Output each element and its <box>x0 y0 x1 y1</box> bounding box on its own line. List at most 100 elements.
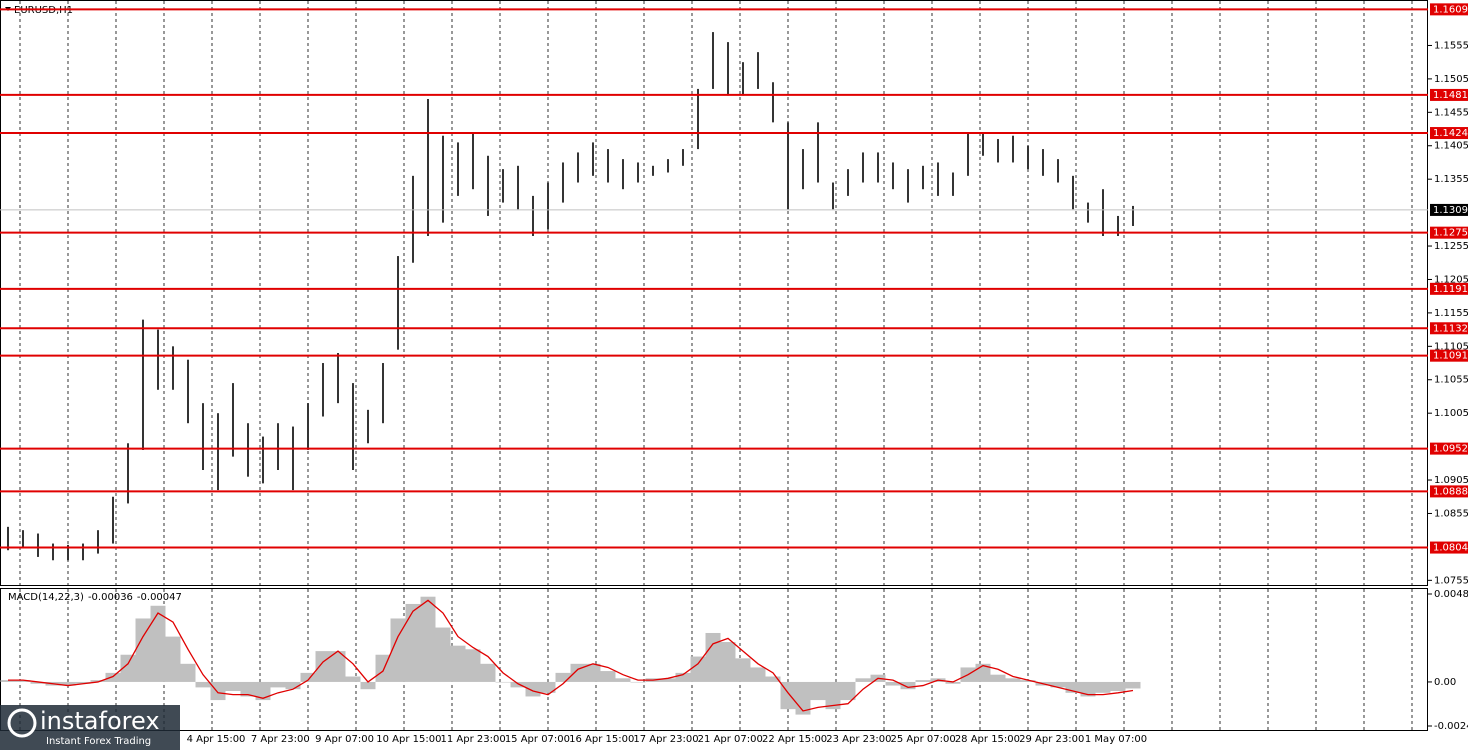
macd-bar <box>75 681 91 684</box>
x-tick-label: 1 May 07:00 <box>1085 734 1147 745</box>
y-tick-label: 1.1255 <box>1434 241 1468 252</box>
level-label-box <box>1430 442 1468 455</box>
macd-bar <box>150 605 166 682</box>
macd-bar <box>405 603 421 682</box>
macd-bar <box>705 632 721 682</box>
macd-bar <box>885 681 901 686</box>
level-label-box <box>1430 322 1468 335</box>
x-tick-label: 9 Apr 07:00 <box>315 734 374 745</box>
y-tick-label: 1.1555 <box>1434 40 1468 51</box>
macd-bar <box>135 618 151 682</box>
macd-bar <box>390 618 406 682</box>
y-tick-label: 1.1155 <box>1434 308 1468 319</box>
level-label-box <box>1430 88 1468 101</box>
macd-bar <box>465 649 481 682</box>
level-label: 1.0888 <box>1433 486 1468 497</box>
signal-line <box>8 599 1134 712</box>
macd-last: -0.00036 <box>88 592 133 603</box>
macd-bar <box>210 681 226 701</box>
macd-bar <box>900 681 916 690</box>
level-label: 1.1275 <box>1433 228 1468 239</box>
macd-bar <box>750 667 766 682</box>
macd-bar <box>1065 681 1081 693</box>
macd-bar <box>165 636 181 682</box>
macd-bar <box>1080 681 1096 697</box>
y-tick-label: 1.1355 <box>1434 174 1468 185</box>
level-label: 1.0952 <box>1433 444 1468 455</box>
macd-bar <box>630 681 646 683</box>
x-tick-label: 21 Apr 07:00 <box>698 734 763 745</box>
macd-bar <box>285 681 301 690</box>
y-tick-label: 1.1505 <box>1434 74 1468 85</box>
macd-bar <box>990 674 1006 682</box>
y-tick-label: 1.1205 <box>1434 274 1468 285</box>
macd-bar <box>195 681 211 688</box>
watermark: instaforex Instant Forex Trading <box>0 705 180 750</box>
macd-bar <box>540 681 556 693</box>
price-panel-frame <box>0 0 1428 586</box>
y-tick-label: 1.1455 <box>1434 107 1468 118</box>
x-tick-label: 4 Apr 15:00 <box>187 734 246 745</box>
macd-bar <box>15 680 31 682</box>
macd-bar <box>480 663 496 682</box>
x-tick-label: 17 Apr 23:00 <box>633 734 698 745</box>
macd-bar <box>810 681 826 701</box>
level-label: 1.1191 <box>1433 284 1468 295</box>
level-label: 1.1132 <box>1433 323 1468 334</box>
macd-bar <box>600 671 616 682</box>
macd-bar <box>525 681 541 697</box>
last-price-label: 1.1309 <box>1433 205 1468 216</box>
logo <box>7 708 37 738</box>
macd-bar <box>270 681 286 688</box>
brand-tagline: Instant Forex Trading <box>46 736 151 747</box>
macd-bar <box>315 651 331 682</box>
macd-bar <box>0 680 16 682</box>
y-tick-label: 1.1105 <box>1434 341 1468 352</box>
y-tick-label: 1.0755 <box>1434 575 1468 586</box>
macd-bar <box>555 672 571 682</box>
y-tick-label: 1.0855 <box>1434 508 1468 519</box>
macd-bar <box>765 676 781 682</box>
macd-bar <box>1095 681 1111 693</box>
y-tick-label: 1.1005 <box>1434 408 1468 419</box>
macd-bar <box>1020 680 1036 682</box>
y-tick-label: 1.0905 <box>1434 475 1468 486</box>
x-tick-label: 28 Apr 15:00 <box>955 734 1020 745</box>
macd-bar <box>330 651 346 682</box>
x-tick-label: 22 Apr 15:00 <box>762 734 827 745</box>
x-tick-label: 10 Apr 15:00 <box>376 734 441 745</box>
level-label-box <box>1430 3 1468 16</box>
y-tick-label: 1.1405 <box>1434 141 1468 152</box>
macd-bar <box>570 663 586 682</box>
macd-bar <box>105 672 121 682</box>
macd-bar <box>360 681 376 690</box>
x-tick-label: 29 Apr 23:00 <box>1019 734 1084 745</box>
x-tick-label: 7 Apr 23:00 <box>251 734 310 745</box>
macd-bar <box>255 681 271 701</box>
macd-bar <box>1050 681 1066 688</box>
level-label-box <box>1430 127 1468 140</box>
macd-bar <box>720 642 736 682</box>
x-tick-label: 23 Apr 23:00 <box>826 734 891 745</box>
y-tick-label: 0.00 <box>1434 677 1456 688</box>
macd-bar <box>420 596 436 682</box>
macd-bar <box>450 645 466 682</box>
macd-bar <box>735 658 751 682</box>
macd-bar <box>510 681 526 688</box>
x-tick-label: 25 Apr 07:00 <box>891 734 956 745</box>
level-label: 1.1424 <box>1433 128 1468 139</box>
macd-bar <box>825 681 841 710</box>
macd-bar <box>180 663 196 682</box>
y-tick-label: -0.00243 <box>1434 721 1468 732</box>
level-label: 1.1609 <box>1433 4 1468 15</box>
level-label-box <box>1430 485 1468 498</box>
macd-bar <box>915 680 931 682</box>
level-label: 1.0804 <box>1433 543 1468 554</box>
macd-bar <box>945 681 961 684</box>
macd-bar <box>585 663 601 682</box>
last-price-box <box>1430 203 1468 216</box>
x-tick-label: 11 Apr 23:00 <box>441 734 506 745</box>
macd-bar <box>435 627 451 682</box>
